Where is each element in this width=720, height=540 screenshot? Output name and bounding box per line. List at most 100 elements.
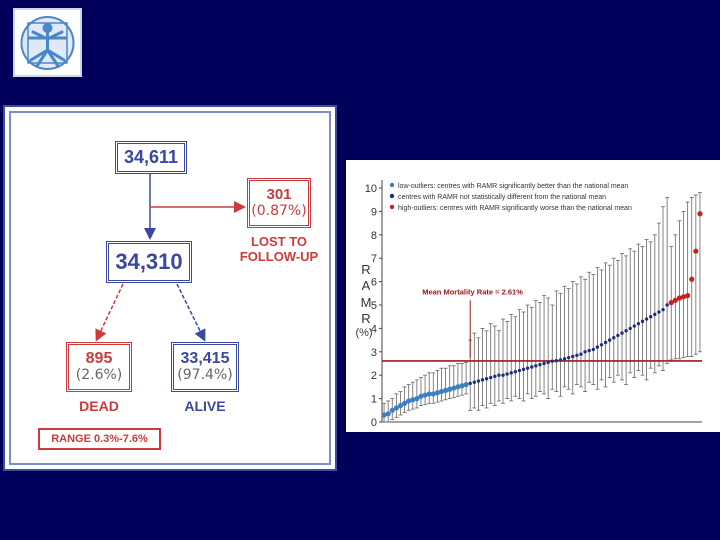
- data-point-mid: [636, 322, 641, 326]
- data-point-mid: [603, 340, 608, 345]
- ramr-chart-panel: R A M R (%) 0 1 2 3 4 5 6 7 8 9 10 low-outliers: ce…: [346, 160, 720, 432]
- data-point-low: [381, 412, 387, 418]
- flowchart-arrows: [95, 174, 246, 342]
- data-point-mid: [505, 372, 509, 376]
- data-point-mid: [521, 367, 526, 372]
- y-tick-label: 7: [371, 253, 377, 265]
- y-axis-letter: M: [360, 294, 372, 310]
- data-point-low: [434, 390, 440, 396]
- y-tick-label: 4: [371, 323, 377, 335]
- flowchart-panel: 34,611 301 (0.87%) LOST TO FOLLOW-UP 34,…: [3, 105, 337, 471]
- data-point-low: [451, 385, 457, 391]
- data-point-low: [455, 384, 461, 390]
- data-point-mid: [612, 336, 616, 340]
- mean-label: Mean Mortality Rate = 2.61%: [422, 287, 523, 296]
- y-tick-label: 2: [371, 370, 377, 382]
- legend-entry: low-outliers: centres with RAMR signific…: [398, 183, 628, 190]
- legend-marker: [389, 193, 395, 199]
- data-point-mid: [566, 355, 571, 360]
- y-axis-unit: (%): [355, 327, 373, 339]
- data-point-mid: [599, 343, 604, 347]
- lost-percent: (0.87%): [251, 202, 307, 219]
- data-point-mid: [616, 333, 620, 338]
- data-point-mid: [649, 315, 653, 319]
- data-point-mid: [653, 312, 657, 317]
- data-point-mid: [538, 362, 542, 367]
- data-point-high: [685, 293, 691, 299]
- arrow-to-dead: [95, 283, 124, 342]
- dead-value: 895: [85, 349, 113, 367]
- lost-box: 301 (0.87%): [247, 178, 311, 228]
- data-point-mid: [558, 358, 563, 362]
- data-point-mid: [542, 361, 546, 366]
- data-point-low: [459, 383, 465, 389]
- followed-box: 34,310: [106, 241, 192, 283]
- followed-value: 34,310: [115, 249, 183, 275]
- data-point-high: [680, 294, 687, 300]
- data-point-mid: [546, 360, 550, 365]
- arrow-to-alive: [176, 283, 206, 342]
- y-axis-letter: A: [361, 278, 371, 294]
- y-tick-label: 0: [371, 417, 377, 429]
- data-point-low: [410, 397, 416, 403]
- data-point-mid: [525, 366, 530, 370]
- data-point-low: [406, 398, 412, 404]
- alive-value: 33,415: [180, 349, 230, 367]
- data-point-high: [697, 211, 703, 217]
- legend-entry: centres with RAMR not statistically diff…: [398, 194, 606, 201]
- data-point-low: [393, 405, 399, 411]
- data-point-mid: [472, 380, 477, 384]
- data-point-mid: [657, 310, 661, 314]
- data-point-high: [668, 300, 674, 306]
- ramr-chart: 0 1 2 3 4 5 6 7 8 9 10 low-outliers: centres with R…: [365, 180, 703, 429]
- data-point-mid: [484, 377, 489, 381]
- y-tick-label: 5: [371, 300, 377, 312]
- alive-percent: (97.4%): [177, 367, 233, 384]
- data-point-low: [463, 381, 469, 388]
- data-point-low: [447, 386, 453, 392]
- dead-box: 895 (2.6%): [66, 342, 132, 392]
- dead-label: DEAD: [79, 398, 119, 414]
- data-point-mid: [632, 324, 637, 328]
- y-axis-letter: R: [361, 262, 371, 277]
- logo: vitruvian-man-icon: [13, 8, 82, 77]
- data-point-mid: [661, 307, 665, 312]
- alive-box: 33,415 (97.4%): [171, 342, 239, 392]
- data-point-low: [401, 400, 408, 406]
- data-point-mid: [591, 347, 595, 352]
- alive-label: ALIVE: [184, 398, 226, 414]
- data-point-low: [438, 388, 445, 395]
- data-point-high: [693, 248, 699, 254]
- data-point-mid: [501, 373, 505, 377]
- y-tick-label: 8: [371, 230, 377, 242]
- data-point-high: [672, 297, 678, 303]
- data-point-mid: [607, 338, 612, 342]
- data-point-mid: [644, 317, 649, 321]
- legend-marker: [389, 182, 395, 188]
- data-point-low: [422, 392, 428, 398]
- lost-label: LOST TO FOLLOW-UP: [239, 234, 319, 264]
- total-box: 34,611: [115, 141, 187, 174]
- data-point-mid: [517, 368, 522, 373]
- data-point-mid: [493, 374, 497, 379]
- y-axis-letter: R: [361, 310, 371, 326]
- data-point-low: [389, 407, 395, 413]
- data-point-high: [676, 295, 683, 301]
- data-point-mid: [509, 371, 513, 375]
- dead-percent: (2.6%): [75, 367, 123, 384]
- data-point-mid: [665, 303, 669, 307]
- y-tick-label: 6: [371, 277, 377, 289]
- vitruvian-man-icon: [20, 16, 75, 70]
- data-point-mid: [489, 375, 493, 380]
- data-point-mid: [571, 354, 575, 359]
- range-box: RANGE 0.3%-7.6%: [38, 428, 161, 450]
- y-tick-label: 3: [371, 347, 377, 359]
- data-point-low: [414, 396, 420, 402]
- total-value: 34,611: [123, 147, 179, 168]
- data-point-mid: [562, 357, 567, 361]
- data-point-low: [442, 387, 449, 394]
- data-point-mid: [583, 350, 587, 354]
- data-point-mid: [640, 319, 645, 324]
- legend-marker: [389, 204, 395, 210]
- data-point-mid: [497, 373, 501, 377]
